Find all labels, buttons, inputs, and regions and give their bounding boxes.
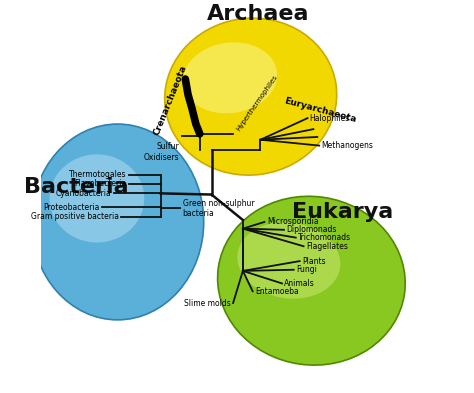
Ellipse shape: [218, 196, 405, 365]
Text: Euryarchaeota: Euryarchaeota: [283, 96, 357, 124]
Ellipse shape: [164, 18, 337, 175]
Text: Diplomonads: Diplomonads: [286, 225, 337, 234]
Text: Sulfur
Oxidisers: Sulfur Oxidisers: [144, 142, 179, 162]
Text: Animals: Animals: [284, 279, 315, 288]
Text: Gram positive bacteria: Gram positive bacteria: [31, 212, 119, 221]
Ellipse shape: [49, 154, 144, 242]
Text: Plants: Plants: [302, 257, 326, 266]
Text: Slime molds: Slime molds: [184, 299, 231, 307]
Text: Thermotogales: Thermotogales: [70, 171, 127, 180]
Text: Fungi: Fungi: [296, 265, 317, 274]
Text: Green non-sulphur
bacteria: Green non-sulphur bacteria: [182, 198, 254, 218]
Text: Bacteria: Bacteria: [24, 177, 129, 197]
Text: Cyanobacteria: Cyanobacteria: [55, 189, 111, 198]
Text: Entamoeba: Entamoeba: [255, 287, 299, 296]
Text: Archaea: Archaea: [207, 4, 310, 24]
Text: Eukarya: Eukarya: [292, 202, 393, 222]
Text: Proteobacteria: Proteobacteria: [43, 203, 100, 212]
Text: Flagellates: Flagellates: [306, 242, 348, 251]
Ellipse shape: [31, 124, 204, 320]
Text: Trichomonads: Trichomonads: [298, 233, 351, 242]
Text: Methanogens: Methanogens: [321, 141, 373, 150]
Ellipse shape: [183, 42, 277, 113]
Text: Crenarchaeota: Crenarchaeota: [152, 64, 189, 137]
Text: Hyperthermophiles: Hyperthermophiles: [235, 73, 278, 132]
Text: Halophiles: Halophiles: [310, 114, 350, 123]
Text: Flavobacteria: Flavobacteria: [75, 180, 127, 189]
Ellipse shape: [237, 222, 340, 299]
Text: Microsporidia: Microsporidia: [267, 217, 319, 226]
